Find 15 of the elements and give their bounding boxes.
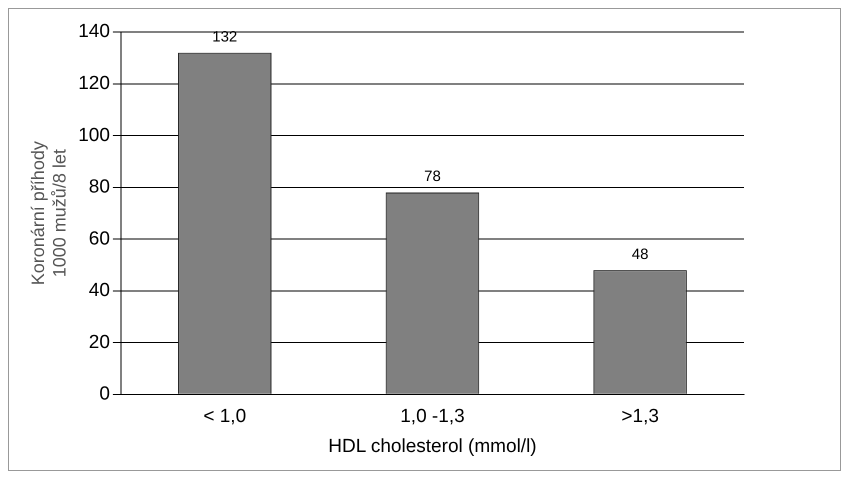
y-tick-label: 40 <box>88 280 110 302</box>
x-tick-label: 1,0 -1,3 <box>400 406 465 428</box>
y-tick-label: 20 <box>88 332 110 353</box>
y-tick-label: 0 <box>99 384 110 405</box>
y-tick-label: 120 <box>78 73 110 94</box>
x-axis-title: HDL cholesterol (mmol/l) <box>328 436 537 457</box>
y-tick-label: 100 <box>78 124 110 146</box>
y-tick-label: 60 <box>88 228 110 250</box>
y-tick-label: 80 <box>88 176 110 198</box>
y-tick-label: 140 <box>78 21 110 42</box>
data-label: 78 <box>424 168 441 186</box>
x-tick-label: >1,3 <box>621 406 659 428</box>
x-tick-label: < 1,0 <box>203 406 246 428</box>
y-axis-title: Koronární příhody 1000 mužů/8 let <box>28 141 70 286</box>
data-label: 48 <box>632 246 648 263</box>
